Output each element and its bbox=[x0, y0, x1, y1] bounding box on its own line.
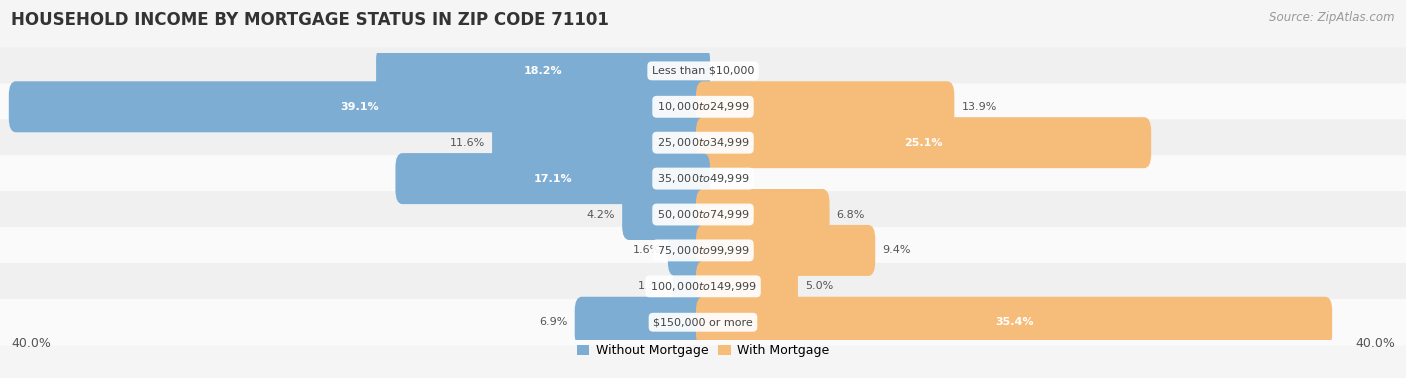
Text: 40.0%: 40.0% bbox=[11, 338, 51, 350]
FancyBboxPatch shape bbox=[377, 45, 710, 96]
Text: $10,000 to $24,999: $10,000 to $24,999 bbox=[657, 100, 749, 113]
FancyBboxPatch shape bbox=[395, 153, 710, 204]
FancyBboxPatch shape bbox=[696, 81, 955, 132]
FancyBboxPatch shape bbox=[0, 119, 1406, 166]
Text: $100,000 to $149,999: $100,000 to $149,999 bbox=[650, 280, 756, 293]
Text: 39.1%: 39.1% bbox=[340, 102, 378, 112]
Text: 6.9%: 6.9% bbox=[540, 317, 568, 327]
Text: $50,000 to $74,999: $50,000 to $74,999 bbox=[657, 208, 749, 221]
FancyBboxPatch shape bbox=[0, 263, 1406, 310]
Text: $25,000 to $34,999: $25,000 to $34,999 bbox=[657, 136, 749, 149]
FancyBboxPatch shape bbox=[8, 81, 710, 132]
Text: 25.1%: 25.1% bbox=[904, 138, 943, 148]
Text: 4.2%: 4.2% bbox=[586, 209, 616, 220]
Text: 1.6%: 1.6% bbox=[633, 245, 661, 256]
FancyBboxPatch shape bbox=[621, 189, 710, 240]
Text: 11.6%: 11.6% bbox=[450, 138, 485, 148]
FancyBboxPatch shape bbox=[673, 261, 710, 312]
FancyBboxPatch shape bbox=[696, 117, 1152, 168]
Text: 35.4%: 35.4% bbox=[995, 317, 1033, 327]
Legend: Without Mortgage, With Mortgage: Without Mortgage, With Mortgage bbox=[572, 339, 834, 362]
FancyBboxPatch shape bbox=[668, 225, 710, 276]
FancyBboxPatch shape bbox=[575, 297, 710, 348]
Text: $35,000 to $49,999: $35,000 to $49,999 bbox=[657, 172, 749, 185]
Text: 6.8%: 6.8% bbox=[837, 209, 865, 220]
FancyBboxPatch shape bbox=[492, 117, 710, 168]
FancyBboxPatch shape bbox=[696, 261, 799, 312]
Text: 13.9%: 13.9% bbox=[962, 102, 997, 112]
FancyBboxPatch shape bbox=[0, 299, 1406, 345]
FancyBboxPatch shape bbox=[0, 84, 1406, 130]
Text: 40.0%: 40.0% bbox=[1355, 338, 1395, 350]
Text: 18.2%: 18.2% bbox=[524, 66, 562, 76]
FancyBboxPatch shape bbox=[696, 225, 875, 276]
Text: HOUSEHOLD INCOME BY MORTGAGE STATUS IN ZIP CODE 71101: HOUSEHOLD INCOME BY MORTGAGE STATUS IN Z… bbox=[11, 11, 609, 29]
FancyBboxPatch shape bbox=[0, 155, 1406, 202]
Text: 1.3%: 1.3% bbox=[638, 281, 666, 291]
FancyBboxPatch shape bbox=[0, 227, 1406, 274]
Text: Less than $10,000: Less than $10,000 bbox=[652, 66, 754, 76]
FancyBboxPatch shape bbox=[0, 48, 1406, 94]
FancyBboxPatch shape bbox=[696, 189, 830, 240]
Text: 5.0%: 5.0% bbox=[804, 281, 834, 291]
Text: Source: ZipAtlas.com: Source: ZipAtlas.com bbox=[1270, 11, 1395, 24]
Text: 17.1%: 17.1% bbox=[533, 174, 572, 184]
FancyBboxPatch shape bbox=[696, 297, 1333, 348]
Text: 9.4%: 9.4% bbox=[883, 245, 911, 256]
Text: $150,000 or more: $150,000 or more bbox=[654, 317, 752, 327]
Text: $75,000 to $99,999: $75,000 to $99,999 bbox=[657, 244, 749, 257]
FancyBboxPatch shape bbox=[0, 191, 1406, 238]
